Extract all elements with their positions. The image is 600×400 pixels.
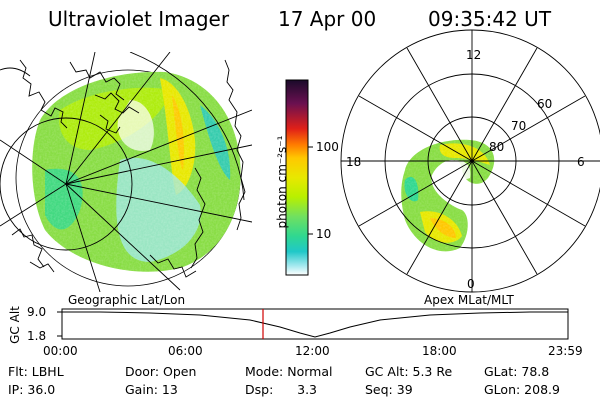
altitude-ylabel: GC Alt	[7, 306, 22, 344]
info-gain: Gain: 13	[125, 382, 178, 397]
date-label: 17 Apr 00	[278, 7, 377, 31]
mlt-label-0: 0	[467, 277, 475, 291]
altitude-line	[62, 311, 568, 338]
mlat-label-60: 60	[537, 97, 553, 111]
info-dsp: Dsp: 3.3	[245, 382, 318, 397]
polar-plot	[340, 29, 600, 293]
altitude-strip	[57, 308, 569, 340]
geographic-panel-label: Geographic Lat/Lon	[68, 293, 186, 307]
mlat-label-80: 80	[489, 140, 505, 154]
geographic-map	[0, 52, 252, 292]
time-tick-2359: 23:59	[548, 344, 583, 358]
mlt-label-6: 6	[577, 155, 585, 169]
info-seq: Seq: 39	[365, 382, 413, 397]
colorbar-tick-10: 10	[316, 227, 332, 241]
info-glat: GLat: 78.8	[484, 364, 550, 379]
info-door: Door: Open	[125, 364, 197, 379]
info-glon: GLon: 208.9	[484, 382, 560, 397]
colorbar-unit-label: photon cm⁻²s⁻¹	[275, 135, 289, 229]
instrument-title: Ultraviolet Imager	[48, 7, 230, 31]
time-tick-0600: 06:00	[168, 344, 203, 358]
time-tick-1800: 18:00	[422, 344, 457, 358]
info-mode: Mode: Normal	[245, 364, 333, 379]
polar-panel-label: Apex MLat/MLT	[424, 293, 514, 307]
time-label: 09:35:42 UT	[428, 7, 552, 31]
info-flt: Flt: LBHL	[8, 364, 64, 379]
time-tick-1200: 12:00	[295, 344, 330, 358]
colorbar	[285, 79, 309, 276]
info-ip: IP: 36.0	[8, 382, 56, 397]
altitude-ytick-high: 9.0	[27, 305, 47, 319]
mlt-label-12: 12	[466, 48, 482, 62]
mlt-label-18: 18	[346, 155, 362, 169]
altitude-ytick-low: 1.8	[27, 329, 47, 343]
colorbar-tick-100: 100	[316, 140, 339, 154]
mlat-label-70: 70	[511, 119, 527, 133]
time-tick-0000: 00:00	[43, 344, 78, 358]
info-gc-alt: GC Alt: 5.3 Re	[365, 364, 453, 379]
